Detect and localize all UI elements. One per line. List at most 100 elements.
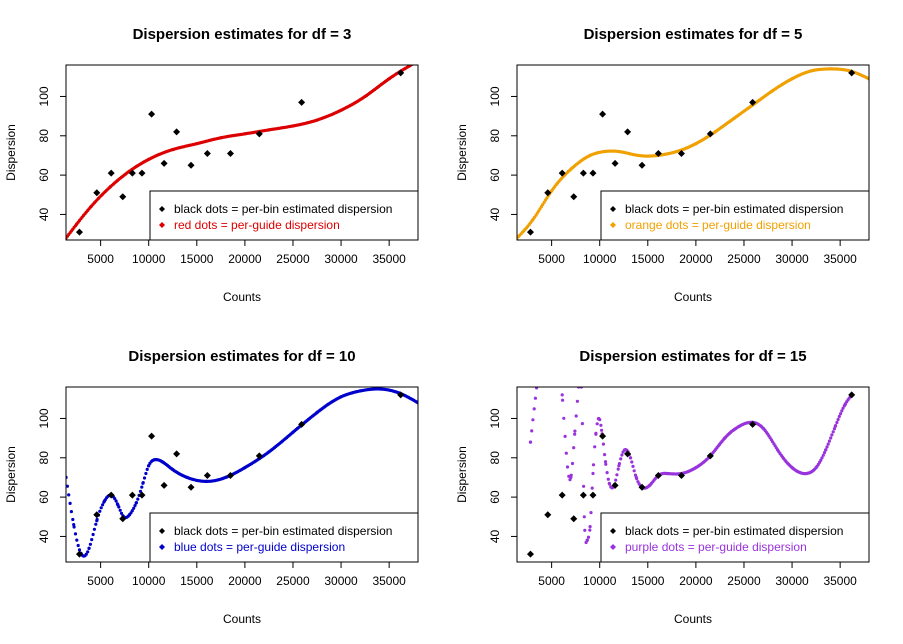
- fit-dot: [531, 418, 535, 422]
- fit-dot: [562, 416, 566, 420]
- legend: black dots = per-bin estimated dispersio…: [149, 512, 419, 563]
- per-bin-point: [624, 128, 632, 136]
- per-bin-point: [638, 483, 646, 491]
- chart-title: Dispersion estimates for df = 5: [584, 26, 803, 43]
- fit-dot: [114, 499, 118, 503]
- fit-dot: [556, 345, 559, 348]
- per-guide-point: [416, 60, 419, 63]
- per-bin-point: [107, 169, 115, 177]
- per-bin-point: [544, 511, 552, 519]
- y-axis-label: Dispersion: [4, 446, 18, 503]
- per-bin-point: [599, 110, 607, 118]
- x-axis-label: Counts: [223, 290, 261, 304]
- fit-dot: [632, 469, 636, 473]
- fit-dot: [578, 371, 581, 374]
- legend-marker: [610, 222, 616, 228]
- per-guide-point: [291, 124, 295, 128]
- fit-dot: [619, 457, 623, 461]
- per-guide-point: [833, 424, 837, 428]
- per-guide-point: [675, 149, 679, 154]
- fit-dot: [593, 445, 597, 449]
- per-guide-point: [814, 466, 818, 470]
- x-tick-label: 25000: [276, 574, 310, 588]
- per-bin-point: [75, 228, 83, 236]
- x-tick-label: 30000: [324, 574, 358, 588]
- fit-dot: [76, 543, 80, 548]
- fit-dot: [572, 446, 576, 450]
- legend-box: [600, 512, 870, 563]
- per-guide-point: [95, 519, 99, 523]
- per-guide-point: [315, 411, 319, 415]
- fit-dot: [826, 442, 830, 446]
- y-tick-label: 60: [37, 490, 51, 504]
- fit-dot: [819, 458, 823, 462]
- fit-dot: [73, 532, 78, 536]
- x-axis: 5000 10000 15000 20000 25000 30000 35000: [87, 562, 406, 588]
- per-guide-point: [358, 389, 362, 393]
- legend-label: purple dots = per-guide dispersion: [625, 540, 807, 554]
- per-guide-point: [648, 483, 652, 487]
- per-guide-point: [588, 153, 592, 157]
- per-bin-point: [848, 391, 856, 399]
- per-guide-point: [102, 499, 107, 503]
- fit-dot: [573, 429, 577, 433]
- plot-area: [526, 320, 856, 558]
- per-bin-point: [749, 98, 757, 106]
- plot-area: [517, 67, 869, 240]
- chart-title: Dispersion estimates for df = 3: [133, 26, 352, 43]
- fit-dot: [91, 532, 95, 537]
- chart-panel-4: Dispersion estimates for df = 15 Counts Di…: [455, 320, 870, 626]
- x-tick-label: 25000: [276, 252, 310, 266]
- fit-dot: [94, 522, 98, 526]
- fit-dot: [604, 462, 608, 466]
- fit-dot: [827, 439, 832, 443]
- fit-dot: [615, 473, 619, 477]
- per-bin-point: [119, 193, 127, 201]
- fit-dot: [549, 320, 552, 323]
- x-tick-label: 15000: [631, 574, 665, 588]
- fit-dot: [821, 453, 825, 457]
- per-guide-point: [160, 460, 164, 464]
- per-bin-point: [579, 491, 587, 499]
- per-guide-point: [694, 466, 698, 470]
- per-guide-point: [171, 468, 175, 472]
- fit-dot: [138, 489, 143, 493]
- per-bin-point: [173, 128, 181, 136]
- per-bin-point: [611, 481, 619, 489]
- x-axis-label: Counts: [223, 612, 261, 626]
- fit-dot: [563, 434, 567, 438]
- per-bin-point: [93, 189, 101, 197]
- per-guide-point: [600, 428, 604, 432]
- per-guide-point: [219, 136, 223, 140]
- legend-marker: [159, 206, 165, 212]
- fit-dot: [589, 510, 593, 515]
- fit-dot: [554, 330, 557, 333]
- y-axis: 40 60 80 100: [37, 86, 66, 221]
- per-bin-point: [654, 471, 662, 479]
- per-guide-point: [127, 513, 132, 517]
- per-bin-point: [128, 491, 136, 499]
- fit-dot: [595, 422, 599, 426]
- per-bin-point: [638, 161, 646, 169]
- x-axis: 5000 10000 15000 20000 25000 30000 35000: [538, 240, 857, 266]
- fit-dot: [86, 550, 90, 554]
- per-guide-point: [560, 393, 564, 397]
- per-guide-point: [315, 118, 319, 122]
- x-tick-label: 35000: [372, 574, 406, 588]
- per-guide-point: [737, 424, 741, 428]
- chart-panel-2: Dispersion estimates for df = 5 Counts Dis…: [455, 26, 870, 304]
- x-tick-label: 20000: [679, 574, 713, 588]
- per-guide-point: [72, 523, 76, 527]
- fit-dot: [631, 464, 635, 468]
- fit-dot: [620, 453, 624, 457]
- per-guide-point: [87, 546, 91, 550]
- fit-dot: [69, 510, 73, 514]
- fit-dot: [825, 445, 829, 449]
- x-tick-label: 5000: [538, 574, 565, 588]
- per-guide-point: [569, 167, 573, 171]
- y-axis: 40 60 80 100: [488, 408, 517, 543]
- legend-label: blue dots = per-guide dispersion: [174, 540, 345, 554]
- legend-marker: [159, 544, 165, 550]
- fit-dot: [601, 442, 606, 446]
- per-guide-point: [603, 460, 608, 464]
